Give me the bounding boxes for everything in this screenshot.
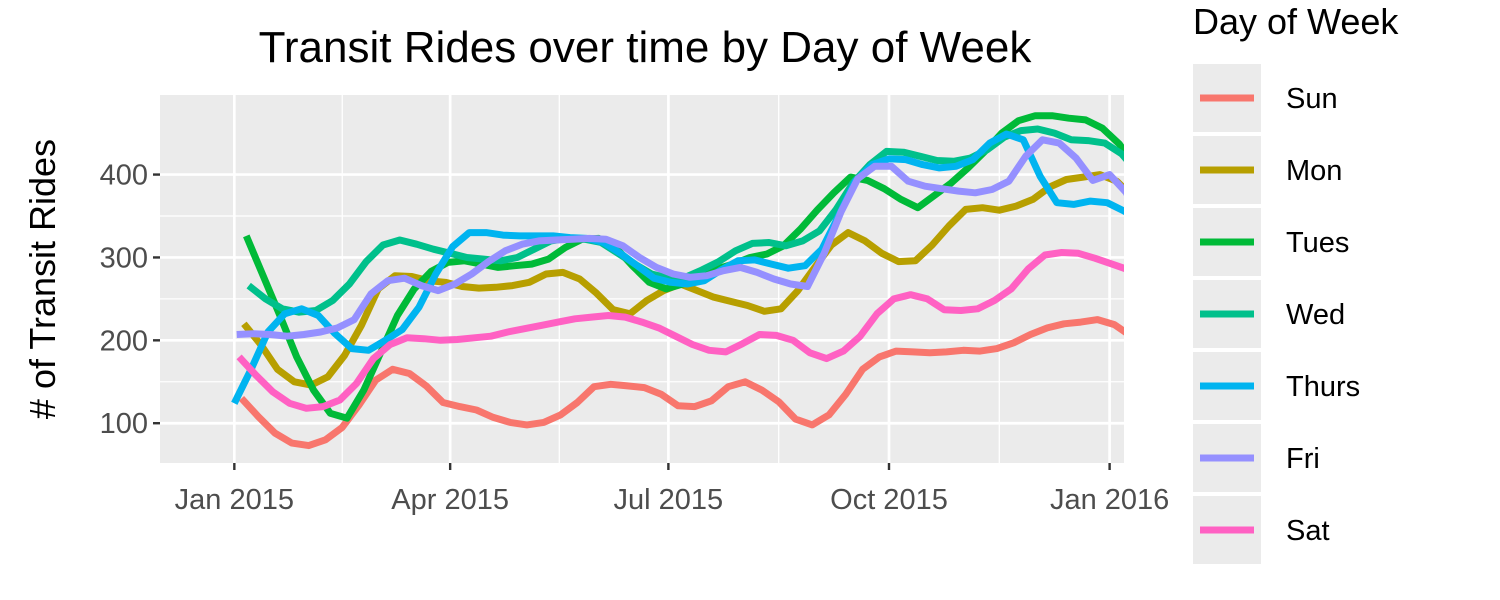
y-tick-label: 300 xyxy=(100,242,148,274)
x-tick-label: Jan 2015 xyxy=(175,484,294,516)
y-tick-label: 100 xyxy=(100,408,148,440)
series-line-tues xyxy=(243,112,1124,422)
y-tick-label: 400 xyxy=(100,160,148,192)
series-line-thurs xyxy=(231,130,1124,405)
legend: Day of Week Sun Mon Tues Wed Thurs Fri Sat xyxy=(1193,1,1399,564)
y-axis: 100 200 300 400 xyxy=(100,160,160,440)
legend-title: Day of Week xyxy=(1193,1,1399,42)
legend-label-thurs: Thurs xyxy=(1286,371,1360,403)
legend-label-sun: Sun xyxy=(1286,83,1338,115)
series-line-sat xyxy=(236,249,1124,412)
legend-label-wed: Wed xyxy=(1286,299,1345,331)
x-tick-label: Jul 2015 xyxy=(614,484,724,516)
x-tick-label: Oct 2015 xyxy=(830,484,948,516)
legend-label-sat: Sat xyxy=(1286,515,1330,547)
legend-label-mon: Mon xyxy=(1286,155,1342,187)
legend-label-tues: Tues xyxy=(1286,227,1349,259)
x-axis: Jan 2015 Apr 2015 Jul 2015 Oct 2015 Jan 2016 xyxy=(175,463,1169,516)
series-line-wed xyxy=(246,125,1124,316)
y-axis-title: # of Transit Rides xyxy=(22,139,63,419)
series-line-fri xyxy=(236,136,1124,340)
chart-title: Transit Rides over time by Day of Week xyxy=(259,23,1033,72)
series-lines xyxy=(231,112,1124,450)
series-line-sun xyxy=(238,316,1124,450)
x-tick-label: Apr 2015 xyxy=(391,484,509,516)
x-tick-label: Jan 2016 xyxy=(1050,484,1169,516)
y-tick-label: 200 xyxy=(100,325,148,357)
legend-label-fri: Fri xyxy=(1286,443,1320,475)
